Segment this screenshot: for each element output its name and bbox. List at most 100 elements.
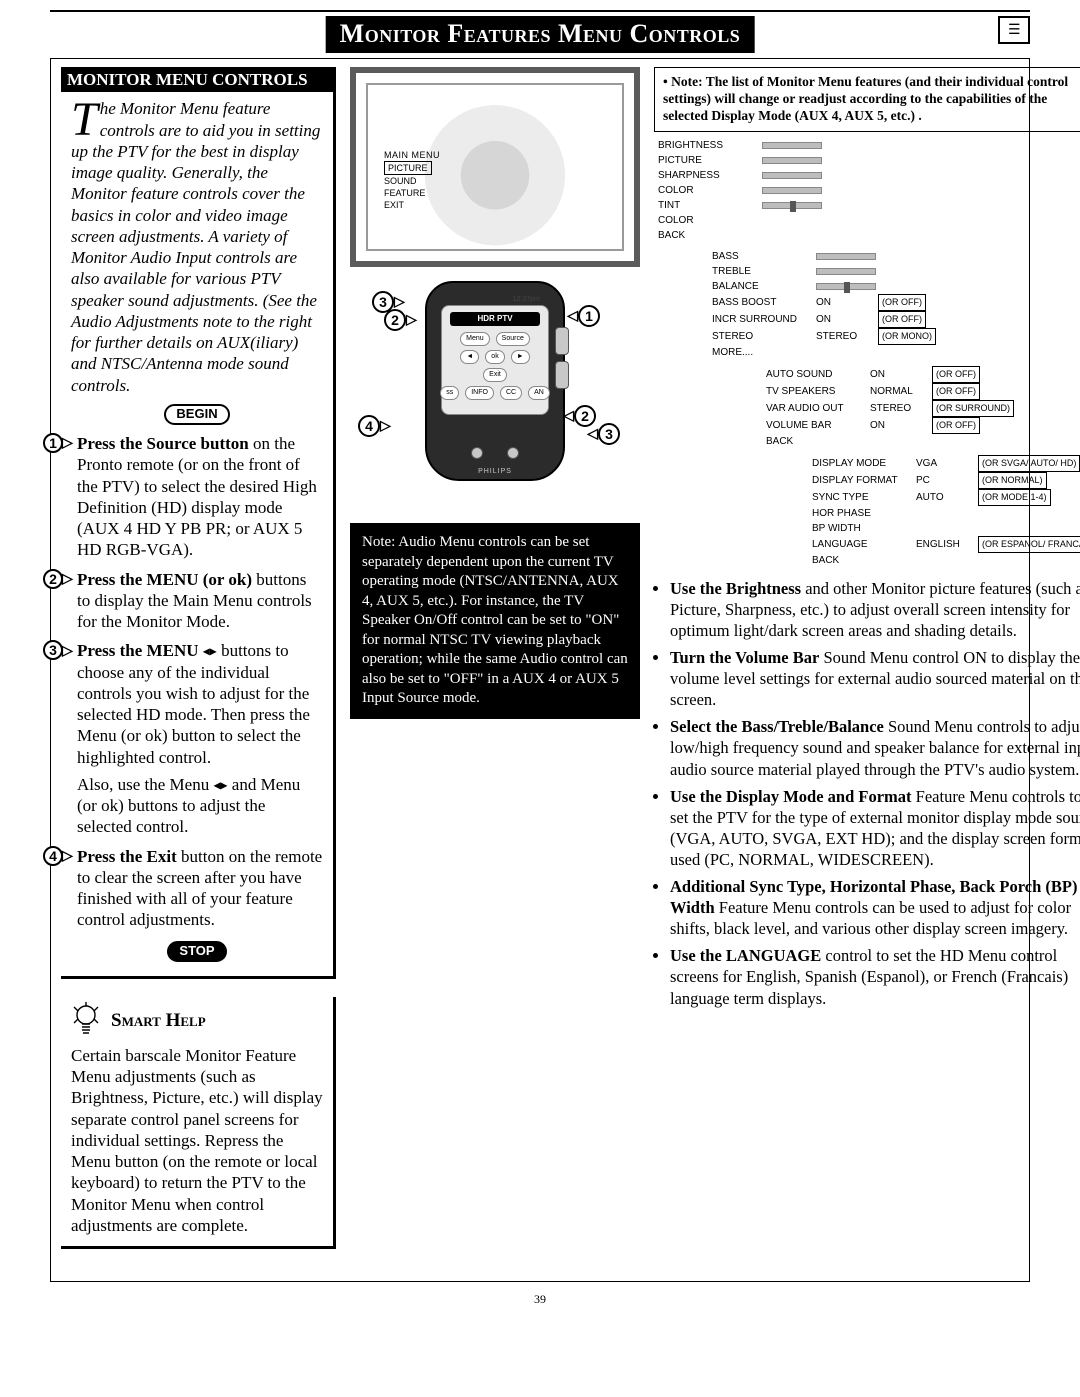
tree-alt: (OR MONO) [878, 328, 936, 345]
top-rule [50, 10, 1030, 12]
slider-icon [762, 142, 822, 149]
tree-row: DISPLAY FORMAT PC (OR NORMAL) [812, 472, 1080, 489]
remote-side-down[interactable] [555, 361, 569, 389]
step-1: 1▷ Press the Source button on the Pronto… [71, 433, 323, 561]
remote-ss-button[interactable]: ss [440, 386, 459, 400]
tree-label: BACK [812, 553, 910, 568]
tree-alt: (OR OFF) [932, 417, 980, 434]
remote-phys-right[interactable] [507, 447, 519, 459]
tree-row: STEREOSTEREO(OR MONO) [712, 328, 1080, 345]
title-bar: Monitor Features Menu Controls [50, 16, 1030, 52]
tree-alt: (OR MODE 1-4) [978, 489, 1051, 506]
remote-ok-button[interactable]: ok [485, 350, 504, 364]
tree-alt: (OR OFF) [932, 366, 980, 383]
tree-label: TINT [658, 198, 756, 213]
tip-item: Use the Display Mode and Format Feature … [670, 786, 1080, 870]
tree-value: PC [916, 473, 972, 488]
tree-label: STEREO [712, 329, 810, 344]
slider-icon [762, 202, 822, 209]
smart-help-heading: Smart Help [111, 1009, 206, 1033]
tree-value: VGA [916, 456, 972, 471]
tree-value: ENGLISH [916, 537, 972, 552]
tree-row: BASS BOOSTON(OR OFF) [712, 294, 1080, 311]
step-marker-1: 1▷ [43, 433, 73, 453]
stop-pill: STOP [167, 941, 226, 962]
step-3-lead: Press the MENU [77, 641, 203, 660]
remote-right-button[interactable]: ► [511, 350, 530, 364]
remote-phys-left[interactable] [471, 447, 483, 459]
tree-row: VAR AUDIO OUTSTEREO(OR SURROUND) [766, 400, 1080, 417]
smart-help-body: Certain barscale Monitor Feature Menu ad… [71, 1045, 323, 1236]
tree-value: STEREO [870, 401, 926, 416]
menu-item-feature: FEATURE [384, 187, 440, 199]
remote-info-button[interactable]: INFO [465, 386, 494, 400]
tree-row: BACK [812, 553, 1080, 568]
tip-lead: Select the Bass/Treble/Balance [670, 717, 884, 736]
tree-row: INCR SURROUNDON(OR OFF) [712, 311, 1080, 328]
remote-left-button[interactable]: ◄ [460, 350, 479, 364]
tree-label: COLOR [658, 183, 756, 198]
tv-screen: MAIN MENU PICTURE SOUND FEATURE EXIT [366, 83, 624, 251]
tree-label: AUTO SOUND [766, 367, 864, 382]
tree-row: HOR PHASE [812, 506, 1080, 521]
tree-label: BRIGHTNESS [658, 138, 756, 153]
right-column: • Note: The list of Monitor Menu feature… [654, 67, 1080, 1267]
tree-label: VOLUME BAR [766, 418, 864, 433]
step-2: 2▷ Press the MENU (or ok) buttons to dis… [71, 569, 323, 633]
tree-row: SYNC TYPEAUTO(OR MODE 1-4) [812, 489, 1080, 506]
tree-label: SHARPNESS [658, 168, 756, 183]
slider-icon [816, 253, 876, 260]
tip-lead: Use the Brightness [670, 579, 801, 598]
tip-lead: Additional Sync Type, Horizontal Phase, … [670, 877, 1077, 917]
tip-item: Use the Brightness and other Monitor pic… [670, 578, 1080, 641]
tree-row: TREBLE [712, 264, 1080, 279]
tree-row: AUTO SOUNDON(OR OFF) [766, 366, 1080, 383]
tree-row: PICTURE [658, 153, 1080, 168]
tree-row: COLOR [658, 213, 1080, 228]
tree-value: NORMAL [870, 384, 926, 399]
tree-value: ON [816, 295, 872, 310]
step-marker-4: 4▷ [43, 846, 73, 866]
tree-alt: (OR NORMAL) [978, 472, 1047, 489]
dropcap: T [71, 100, 100, 140]
tip-item: Turn the Volume Bar Sound Menu control O… [670, 647, 1080, 710]
callout-4: 4 [358, 415, 380, 437]
tree-picture: BRIGHTNESSPICTURESHARPNESSCOLORTINTCOLOR… [658, 138, 1080, 243]
remote-side-up[interactable] [555, 327, 569, 355]
remote-screen: 12:37pm HDR PTV Menu Source ◄ ok ► [441, 305, 549, 415]
intro-body: he Monitor Menu feature controls are to … [71, 99, 320, 394]
slider-icon [816, 268, 876, 275]
remote-an-button[interactable]: AN [528, 386, 550, 400]
tree-row: BP WIDTH [812, 521, 1080, 536]
tree-label: PICTURE [658, 153, 756, 168]
intro-text: The Monitor Menu feature controls are to… [71, 98, 323, 396]
step-3-extra: Also, use the Menu ◂▸ and Menu (or ok) b… [77, 774, 323, 838]
menu-tree: BRIGHTNESSPICTURESHARPNESSCOLORTINTCOLOR… [654, 138, 1080, 568]
tree-label: TV SPEAKERS [766, 384, 864, 399]
tree-label: VAR AUDIO OUT [766, 401, 864, 416]
tree-row: BACK [766, 434, 1080, 449]
slider-icon [816, 283, 876, 290]
tree-alt: (OR OFF) [878, 311, 926, 328]
tree-label: TREBLE [712, 264, 810, 279]
tip-lead: Use the LANGUAGE [670, 946, 821, 965]
menu-item-sound: SOUND [384, 175, 440, 187]
page-number: 39 [50, 1292, 1030, 1307]
tree-row: COLOR [658, 183, 1080, 198]
smart-help-heading-row: Smart Help [71, 1001, 323, 1041]
tree-label: BACK [658, 228, 756, 243]
remote-menu-button[interactable]: Menu [460, 332, 490, 346]
menu-item-picture: PICTURE [384, 161, 432, 175]
tree-sound-more: AUTO SOUNDON(OR OFF)TV SPEAKERS NORMAL (OR… [658, 366, 1080, 449]
tree-label: DISPLAY FORMAT [812, 473, 910, 488]
remote-exit-button[interactable]: Exit [483, 368, 507, 382]
tree-value: ON [816, 312, 872, 327]
tree-row: DISPLAY MODEVGA(OR SVGA/ AUTO/ HD) [812, 455, 1080, 472]
tree-label: COLOR [658, 213, 756, 228]
remote-cc-button[interactable]: CC [500, 386, 522, 400]
tree-label: DISPLAY MODE [812, 456, 910, 471]
remote-phys-row [427, 447, 563, 459]
tree-feature: DISPLAY MODEVGA(OR SVGA/ AUTO/ HD)DISPLA… [658, 455, 1080, 568]
remote-source-button[interactable]: Source [496, 332, 530, 346]
middle-column: MAIN MENU PICTURE SOUND FEATURE EXIT 12:… [350, 67, 640, 1267]
